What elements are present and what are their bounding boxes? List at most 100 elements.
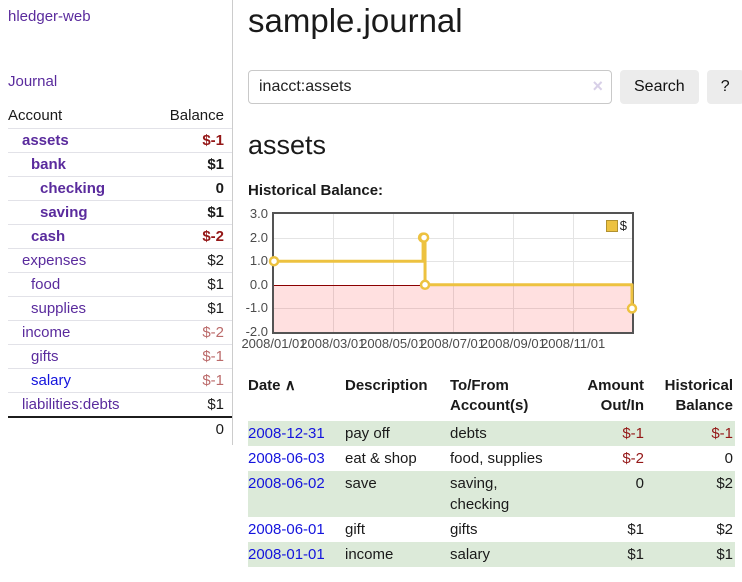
account-balance: $2 (207, 252, 224, 269)
txn-balance: $1 (716, 546, 733, 563)
gridline (513, 214, 514, 332)
x-tick-label: 2008/05/01 (360, 336, 426, 351)
txn-description: pay off (345, 425, 390, 442)
account-row: bank $1 (8, 152, 232, 177)
account-balance: $-1 (202, 132, 224, 149)
app-title-link[interactable]: hledger-web (8, 8, 91, 25)
y-tick-label: -1.0 (245, 300, 268, 316)
account-link-assets[interactable]: assets (22, 132, 69, 149)
gridline (274, 261, 632, 262)
txn-accounts: salary (450, 546, 491, 563)
accounts-total-balance: 0 (215, 421, 224, 438)
account-link-bank[interactable]: bank (31, 156, 67, 173)
gridline (333, 214, 334, 332)
account-link-saving[interactable]: saving (40, 204, 88, 221)
account-row: saving $1 (8, 200, 232, 225)
account-row: gifts $-1 (8, 344, 232, 369)
y-tick-label: 1.0 (249, 253, 268, 269)
x-tick-label: 2008/11/01 (541, 336, 606, 351)
transactions-header-row: Date ∧ Description To/From Account(s) Am… (248, 374, 735, 421)
txn-balance: $2 (716, 521, 733, 538)
transaction-row: 2008-06-02 save saving, checking 0 $2 (248, 471, 735, 517)
gridline (393, 214, 394, 332)
account-balance: $-2 (202, 324, 224, 341)
account-link-supplies[interactable]: supplies (31, 300, 87, 317)
account-link-salary[interactable]: salary (31, 372, 72, 389)
accounts-table: Account Balance assets $-1 bank $1 check… (8, 104, 232, 441)
clear-search-icon[interactable]: × (592, 76, 603, 96)
txn-amount: 0 (635, 475, 644, 492)
account-balance: $-1 (202, 372, 224, 389)
account-balance: $-2 (202, 228, 224, 245)
txn-date-link[interactable]: 2008-12-31 (248, 425, 325, 442)
txn-amount: $-1 (622, 425, 644, 442)
account-row: salary $-1 (8, 368, 232, 393)
account-row: assets $-1 (8, 128, 232, 153)
account-row: income $-2 (8, 320, 232, 345)
data-point-marker (419, 279, 431, 291)
account-link-gifts[interactable]: gifts (31, 348, 59, 365)
account-row: checking 0 (8, 176, 232, 201)
gridline (274, 308, 632, 309)
account-link-cash[interactable]: cash (31, 228, 66, 245)
account-balance: $1 (207, 276, 224, 293)
transactions-table: Date ∧ Description To/From Account(s) Am… (248, 374, 735, 567)
txn-description: gift (345, 521, 366, 538)
txn-amount: $-2 (622, 450, 644, 467)
search-input[interactable] (248, 70, 612, 104)
txn-date-link[interactable]: 2008-06-01 (248, 521, 325, 538)
sidebar-item-journal[interactable]: Journal (8, 73, 58, 90)
column-header-description: Description (345, 377, 428, 394)
account-link-liabilities-debts[interactable]: liabilities:debts (22, 396, 120, 413)
account-row: supplies $1 (8, 296, 232, 321)
account-balance: $1 (207, 156, 224, 173)
txn-balance: 0 (724, 450, 733, 467)
data-point-marker (418, 232, 430, 243)
txn-amount: $1 (627, 546, 644, 563)
y-tick-label: -2.0 (245, 324, 268, 339)
y-tick-label: 0.0 (249, 276, 268, 292)
account-balance: $-1 (202, 348, 224, 365)
negative-region (274, 284, 632, 332)
search-form: × Search ? (248, 70, 742, 104)
txn-description: eat & shop (345, 450, 417, 467)
account-row: cash $-2 (8, 224, 232, 249)
chart-title: Historical Balance: (248, 182, 384, 199)
main-content: sample.journal × Search ? assets Histori… (241, 0, 742, 567)
column-header-date[interactable]: Date ∧ (248, 377, 296, 394)
txn-amount: $1 (627, 521, 644, 538)
account-row: liabilities:debts $1 (8, 392, 232, 418)
balance-chart: $ 3.0 2.0 1.0 0.0 -1.0 -2.0 2008/01/01 2008/03/… (241, 206, 664, 360)
page-title: sample.journal (248, 2, 463, 39)
search-box: × (248, 70, 612, 104)
column-header-accounts: To/From Account(s) (450, 377, 529, 414)
txn-balance: $-1 (711, 425, 733, 442)
help-button[interactable]: ? (706, 70, 742, 104)
accounts-header-row: Account Balance (8, 104, 232, 129)
sort-ascending-icon: ∧ (284, 377, 296, 394)
x-tick-label: 2008/01/01 (241, 336, 307, 351)
legend-label: $ (619, 218, 627, 233)
txn-date-link[interactable]: 2008-01-01 (248, 546, 325, 563)
gridline (274, 238, 632, 239)
column-header-amount: Amount Out/In (587, 377, 644, 414)
account-link-food[interactable]: food (31, 276, 61, 293)
account-balance: $1 (207, 204, 224, 221)
search-button[interactable]: Search (620, 70, 699, 104)
txn-accounts: debts (450, 425, 487, 442)
accounts-header-account: Account (8, 107, 63, 124)
account-row: food $1 (8, 272, 232, 297)
x-tick-label: 2008/09/01 (480, 336, 546, 351)
transaction-row: 2008-06-03 eat & shop food, supplies $-2… (248, 446, 735, 471)
txn-description: save (345, 475, 377, 492)
account-link-checking[interactable]: checking (40, 180, 106, 197)
txn-date-link[interactable]: 2008-06-03 (248, 450, 325, 467)
account-balance: 0 (215, 180, 224, 197)
account-link-income[interactable]: income (22, 324, 71, 341)
column-header-balance: Historical Balance (664, 377, 733, 414)
x-tick-label: 2008/03/01 (300, 336, 366, 351)
txn-date-link[interactable]: 2008-06-02 (248, 475, 325, 492)
txn-balance: $2 (716, 475, 733, 492)
account-link-expenses[interactable]: expenses (22, 252, 87, 269)
accounts-header-balance: Balance (169, 107, 224, 124)
